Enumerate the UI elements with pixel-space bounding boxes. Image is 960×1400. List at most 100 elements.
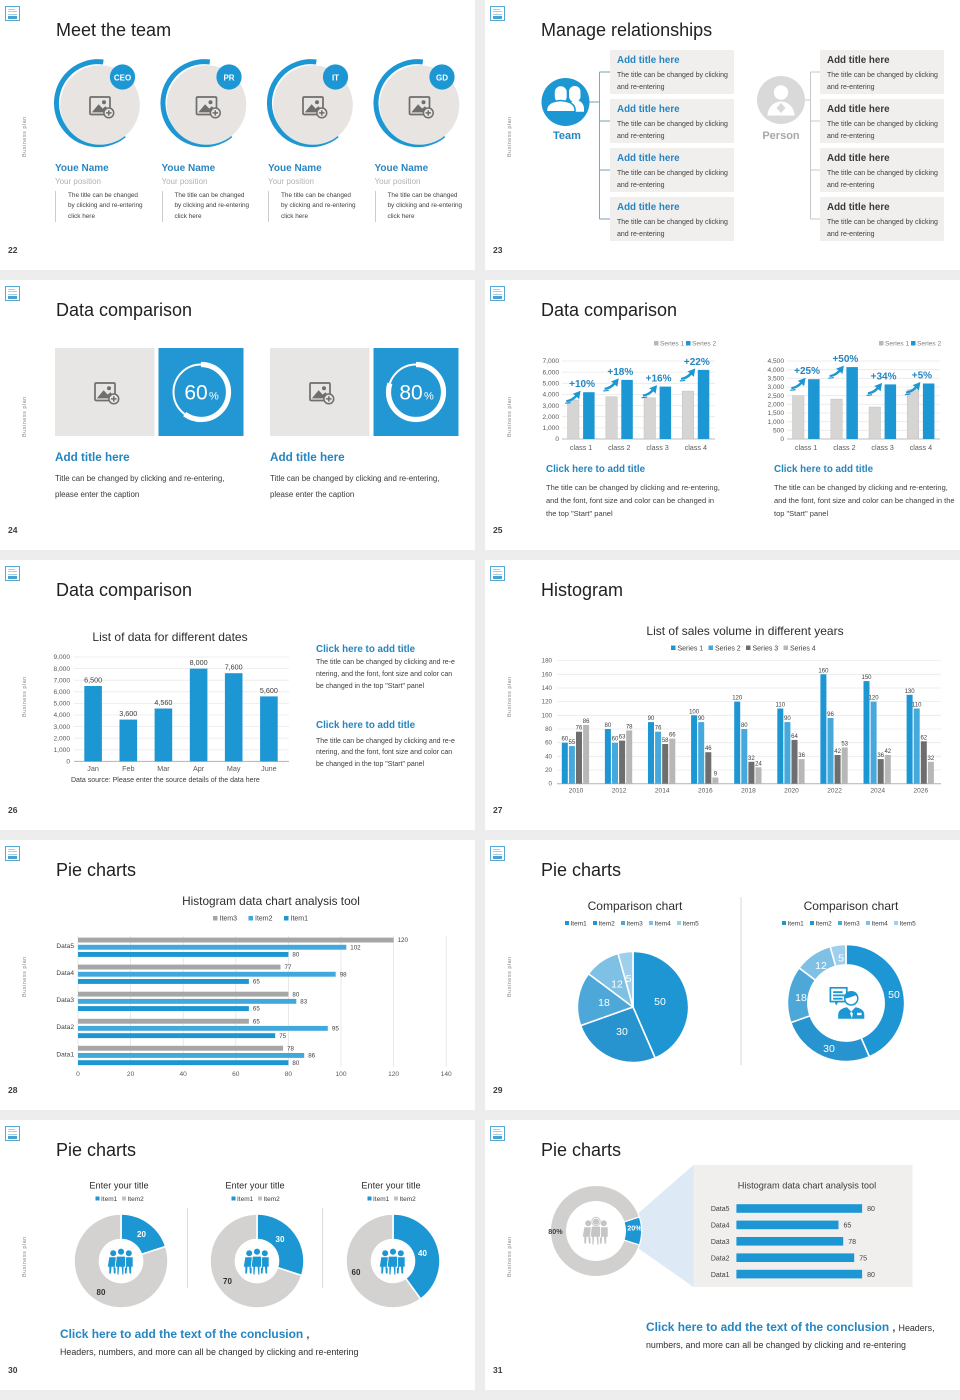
svg-text:class 1: class 1: [795, 443, 817, 452]
svg-text:List of data for different dat: List of data for different dates: [92, 630, 247, 644]
svg-text:100: 100: [542, 712, 553, 719]
svg-text:96: 96: [827, 712, 834, 718]
svg-text:Item1: Item1: [373, 1196, 390, 1203]
svg-text:64: 64: [791, 734, 798, 740]
svg-text:80: 80: [292, 991, 299, 998]
svg-text:78: 78: [287, 1045, 294, 1052]
svg-text:30: 30: [616, 1026, 628, 1038]
svg-text:Series 1: Series 1: [660, 341, 685, 348]
svg-text:120: 120: [542, 699, 553, 706]
svg-text:+10%: +10%: [569, 379, 595, 390]
svg-text:60: 60: [545, 740, 552, 747]
svg-text:75: 75: [279, 1033, 286, 1040]
svg-text:2,000: 2,000: [53, 735, 70, 742]
svg-text:76: 76: [576, 726, 583, 732]
svg-text:Item2: Item2: [255, 916, 273, 923]
svg-text:6,000: 6,000: [53, 689, 70, 696]
svg-text:32: 32: [748, 756, 755, 762]
svg-text:2,000: 2,000: [767, 402, 784, 409]
svg-text:83: 83: [300, 999, 307, 1006]
svg-text:class 4: class 4: [685, 443, 707, 452]
svg-text:4,000: 4,000: [767, 367, 784, 374]
svg-text:Data3: Data3: [56, 997, 74, 1004]
svg-text:2026: 2026: [913, 788, 928, 795]
svg-text:80: 80: [292, 1060, 299, 1067]
svg-text:110: 110: [912, 703, 922, 709]
svg-text:Item2: Item2: [816, 921, 833, 928]
svg-text:12: 12: [815, 960, 827, 972]
svg-text:Data2: Data2: [711, 1255, 730, 1262]
svg-text:Item2: Item2: [264, 1196, 281, 1203]
svg-text:500: 500: [773, 428, 784, 435]
svg-text:Item2: Item2: [400, 1196, 417, 1203]
svg-text:0: 0: [66, 759, 70, 766]
svg-text:Item5: Item5: [900, 921, 917, 928]
svg-text:5: 5: [626, 973, 632, 985]
svg-text:2,500: 2,500: [767, 393, 784, 400]
svg-text:24: 24: [755, 761, 762, 767]
svg-text:50: 50: [888, 989, 900, 1001]
svg-text:110: 110: [776, 703, 786, 709]
svg-text:140: 140: [542, 685, 553, 692]
svg-text:95: 95: [332, 1026, 339, 1033]
svg-text:6,000: 6,000: [542, 369, 559, 376]
svg-text:1,000: 1,000: [767, 419, 784, 426]
svg-text:7,000: 7,000: [53, 677, 70, 684]
svg-text:Data1: Data1: [56, 1051, 74, 1058]
svg-text:130: 130: [905, 689, 916, 695]
svg-text:Item4: Item4: [872, 921, 889, 928]
svg-text:120: 120: [869, 696, 880, 702]
svg-text:20%: 20%: [627, 1224, 642, 1233]
svg-text:5,000: 5,000: [53, 701, 70, 708]
svg-text:100: 100: [335, 1071, 346, 1078]
svg-text:7,000: 7,000: [542, 358, 559, 365]
svg-text:50: 50: [654, 996, 666, 1008]
svg-text:class 2: class 2: [833, 443, 855, 452]
svg-text:86: 86: [308, 1053, 315, 1060]
svg-text:18: 18: [598, 997, 610, 1009]
svg-text:9,000: 9,000: [53, 654, 70, 661]
svg-text:65: 65: [253, 1006, 260, 1013]
svg-text:5: 5: [838, 953, 844, 965]
svg-text:65: 65: [253, 1018, 260, 1025]
svg-text:53: 53: [841, 742, 848, 748]
svg-text:Item4: Item4: [655, 921, 672, 928]
svg-text:90: 90: [698, 716, 705, 722]
svg-text:0: 0: [555, 436, 559, 443]
svg-text:1,000: 1,000: [542, 425, 559, 432]
svg-text:20: 20: [545, 767, 552, 774]
svg-text:36: 36: [798, 753, 805, 759]
svg-text:Mar: Mar: [157, 764, 170, 773]
svg-text:8,000: 8,000: [53, 666, 70, 673]
svg-text:2010: 2010: [569, 788, 584, 795]
svg-text:Data3: Data3: [711, 1239, 730, 1246]
svg-text:2020: 2020: [784, 788, 799, 795]
svg-text:62: 62: [920, 735, 927, 741]
svg-text:Feb: Feb: [122, 764, 134, 773]
svg-text:0: 0: [549, 781, 553, 788]
svg-text:40: 40: [545, 753, 552, 760]
svg-text:80: 80: [867, 1206, 875, 1213]
svg-text:78: 78: [848, 1239, 856, 1246]
svg-text:class 3: class 3: [871, 443, 893, 452]
svg-text:Data5: Data5: [56, 943, 74, 950]
svg-text:Histogram data chart analysis: Histogram data chart analysis tool: [182, 894, 360, 908]
svg-text:Data4: Data4: [711, 1223, 730, 1230]
svg-text:Data2: Data2: [56, 1024, 74, 1031]
svg-text:7,600: 7,600: [225, 663, 243, 672]
svg-text:8,000: 8,000: [190, 658, 208, 667]
svg-text:9: 9: [714, 772, 718, 778]
svg-text:160: 160: [818, 668, 829, 674]
svg-text:65: 65: [253, 979, 260, 986]
svg-text:80: 80: [741, 723, 748, 729]
svg-text:class 1: class 1: [570, 443, 592, 452]
svg-text:4,000: 4,000: [542, 392, 559, 399]
svg-text:70: 70: [223, 1277, 232, 1286]
svg-text:76: 76: [655, 726, 662, 732]
svg-text:80: 80: [399, 382, 422, 405]
svg-text:Series 2: Series 2: [715, 645, 741, 652]
svg-text:90: 90: [784, 716, 791, 722]
svg-text:Item2: Item2: [599, 921, 616, 928]
svg-text:66: 66: [669, 733, 676, 739]
svg-text:Data1: Data1: [711, 1272, 730, 1279]
